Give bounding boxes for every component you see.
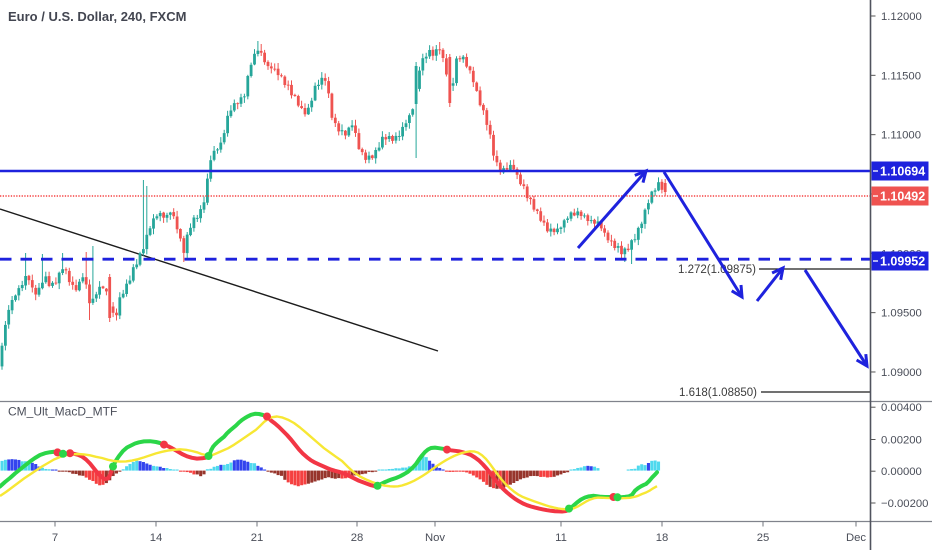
svg-text:0.00200: 0.00200 <box>881 435 922 447</box>
svg-text:1.09000: 1.09000 <box>881 367 922 379</box>
svg-text:14: 14 <box>150 532 163 544</box>
svg-text:1.272(1.09875): 1.272(1.09875) <box>678 264 756 276</box>
svg-text:1.10492: 1.10492 <box>880 189 925 203</box>
svg-text:CM_Ult_MacD_MTF: CM_Ult_MacD_MTF <box>8 405 117 419</box>
svg-text:0.00000: 0.00000 <box>881 466 922 478</box>
svg-text:28: 28 <box>351 532 364 544</box>
svg-text:1.12000: 1.12000 <box>881 11 922 23</box>
svg-text:1.618(1.08850): 1.618(1.08850) <box>679 387 757 399</box>
svg-text:7: 7 <box>52 532 58 544</box>
svg-text:Dec: Dec <box>846 532 866 544</box>
svg-text:21: 21 <box>251 532 264 544</box>
svg-text:Euro / U.S. Dollar, 240, FXCM: Euro / U.S. Dollar, 240, FXCM <box>8 9 186 24</box>
svg-text:1.09500: 1.09500 <box>881 308 922 320</box>
svg-text:25: 25 <box>757 532 770 544</box>
svg-text:1.09952: 1.09952 <box>880 254 925 268</box>
svg-text:−0.00200: −0.00200 <box>881 498 928 510</box>
svg-text:Nov: Nov <box>425 532 445 544</box>
svg-text:0.00400: 0.00400 <box>881 402 922 414</box>
svg-text:18: 18 <box>656 532 669 544</box>
svg-text:1.11500: 1.11500 <box>881 70 921 82</box>
svg-text:1.11000: 1.11000 <box>881 130 921 142</box>
svg-text:11: 11 <box>555 532 567 544</box>
svg-text:1.10694: 1.10694 <box>880 164 925 178</box>
